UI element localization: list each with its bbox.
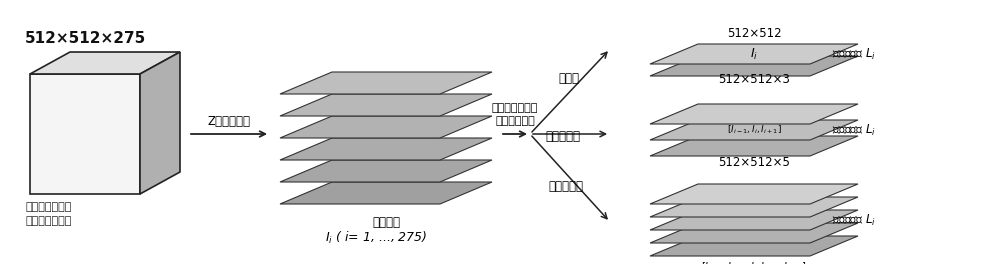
Polygon shape	[280, 116, 492, 138]
Text: 三维心血管图像: 三维心血管图像	[25, 202, 71, 212]
Text: 五切片组合: 五切片组合	[548, 180, 583, 192]
Polygon shape	[30, 52, 180, 74]
Text: 512×512×3: 512×512×3	[718, 73, 790, 86]
Polygon shape	[650, 120, 858, 140]
Text: 舍去正数前两张
和倍数后两张: 舍去正数前两张 和倍数后两张	[492, 103, 538, 126]
Text: 切片标签： $L_i$: 切片标签： $L_i$	[832, 213, 876, 228]
Polygon shape	[650, 236, 858, 256]
Text: $I_i$ ( i= 1, ..., 275): $I_i$ ( i= 1, ..., 275)	[325, 230, 427, 246]
Polygon shape	[650, 104, 858, 124]
Text: 切片标签： $L_i$: 切片标签： $L_i$	[832, 122, 876, 138]
Polygon shape	[650, 197, 858, 217]
Polygon shape	[30, 74, 140, 194]
Polygon shape	[650, 44, 858, 64]
Text: 三切片组合: 三切片组合	[545, 130, 580, 143]
Text: 512×512×275: 512×512×275	[25, 31, 146, 46]
Text: 512×512: 512×512	[727, 27, 781, 40]
Text: $[I_{i-2},I_{i-1},I_i,I_{i+1},I_{i+2}]$: $[I_{i-2},I_{i-1},I_i,I_{i+1},I_{i+2}]$	[701, 260, 807, 264]
Polygon shape	[140, 52, 180, 194]
Polygon shape	[280, 160, 492, 182]
Polygon shape	[280, 182, 492, 204]
Polygon shape	[650, 56, 858, 76]
Text: 切片标签： $L_i$: 切片标签： $L_i$	[832, 46, 876, 62]
Polygon shape	[650, 184, 858, 204]
Polygon shape	[650, 210, 858, 230]
Polygon shape	[280, 94, 492, 116]
Text: 二维切片: 二维切片	[372, 216, 400, 229]
Polygon shape	[650, 223, 858, 243]
Text: $[I_{i-1},I_i,I_{i+1}]$: $[I_{i-1},I_i,I_{i+1}]$	[727, 124, 781, 136]
Text: 最大外切长方体: 最大外切长方体	[25, 216, 71, 226]
Polygon shape	[650, 136, 858, 156]
Polygon shape	[280, 138, 492, 160]
Text: 512×512×5: 512×512×5	[718, 156, 790, 169]
Text: $I_i$: $I_i$	[750, 46, 758, 62]
Polygon shape	[280, 72, 492, 94]
Text: 单切片: 单切片	[558, 73, 579, 86]
Text: Z轴方向切片: Z轴方向切片	[208, 115, 250, 128]
